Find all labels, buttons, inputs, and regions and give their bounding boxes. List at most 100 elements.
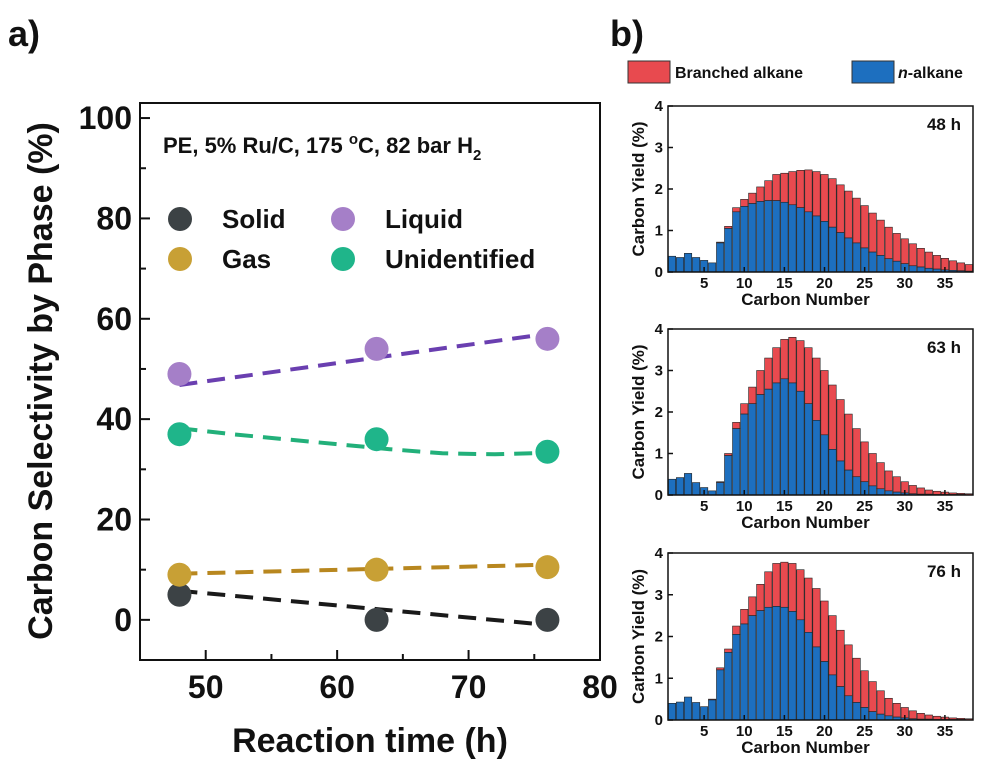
bar-n-alkane xyxy=(764,388,773,496)
bar-branched-alkane xyxy=(916,248,925,268)
bar-branched-alkane xyxy=(772,563,781,607)
bar-branched-alkane xyxy=(748,192,757,204)
legend-marker-gas xyxy=(168,247,192,271)
subplot-x-tick-label: 30 xyxy=(896,275,913,292)
legend-label-n-alkane: n-alkane xyxy=(898,65,963,82)
bar-branched-alkane xyxy=(812,357,821,421)
subplot-x-tick-label: 15 xyxy=(776,723,793,740)
bar-branched-alkane xyxy=(716,667,725,671)
bar-n-alkane xyxy=(820,221,829,273)
subplot-x-tick-label: 25 xyxy=(856,275,873,292)
bar-branched-alkane xyxy=(772,347,781,384)
bar-n-alkane xyxy=(740,413,749,496)
panel-a-x-tick-label: 80 xyxy=(582,669,618,705)
bar-n-alkane xyxy=(796,207,805,273)
panel-a-legend: Solid Liquid Gas Unidentified xyxy=(168,204,535,274)
bar-n-alkane xyxy=(668,702,677,721)
bar-branched-alkane xyxy=(796,170,805,208)
bar-n-alkane xyxy=(828,226,837,273)
point-gas xyxy=(535,555,560,580)
bar-n-alkane xyxy=(804,403,813,496)
legend-label-liquid: Liquid xyxy=(385,204,463,234)
subplot-y-tick-label: 2 xyxy=(655,181,663,198)
bar-n-alkane xyxy=(852,242,861,273)
subplot-y-axis-title: Carbon Yield (%) xyxy=(629,344,648,479)
bar-n-alkane xyxy=(740,206,749,273)
panel-a-x-tick-label: 70 xyxy=(451,669,487,705)
bar-n-alkane xyxy=(740,623,749,721)
panel-a-y-tick-label: 80 xyxy=(96,200,132,236)
bar-branched-alkane xyxy=(732,422,741,429)
bar-branched-alkane xyxy=(788,563,797,612)
bar-n-alkane xyxy=(732,634,741,721)
subplot-y-tick-label: 0 xyxy=(655,712,663,729)
condition-prefix: PE, 5% Ru/C, 175 xyxy=(163,133,349,158)
subplot-x-tick-label: 35 xyxy=(937,498,954,515)
bar-branched-alkane xyxy=(932,715,941,720)
bar-n-alkane xyxy=(804,632,813,721)
subplot-y-tick-label: 2 xyxy=(655,629,663,646)
legend-label-unidentified: Unidentified xyxy=(385,244,535,274)
legend-marker-liquid xyxy=(331,207,355,231)
legend-swatch-n-alkane xyxy=(851,60,895,84)
subplot-x-axis-title: Carbon Number xyxy=(741,290,870,309)
bar-branched-alkane xyxy=(780,172,789,203)
bar-n-alkane xyxy=(852,702,861,721)
bar-branched-alkane xyxy=(836,399,845,462)
bar-branched-alkane xyxy=(852,428,861,478)
bar-n-alkane xyxy=(780,201,789,273)
subplot-x-tick-label: 5 xyxy=(700,723,708,740)
bar-n-alkane xyxy=(772,606,781,721)
panel-a-x-tick-label: 60 xyxy=(319,669,355,705)
bar-branched-alkane xyxy=(852,657,861,703)
subplot-x-tick-label: 30 xyxy=(896,498,913,515)
point-liquid xyxy=(364,336,389,361)
panel-a-axis-ticks: 50 60 70 80 0 20 40 60 80 100 xyxy=(79,100,618,705)
point-solid xyxy=(167,582,192,607)
panel-a-y-tick-label: 40 xyxy=(96,401,132,437)
bar-branched-alkane xyxy=(900,238,909,265)
bar-branched-alkane xyxy=(884,470,893,492)
subplot-y-tick-label: 3 xyxy=(655,140,663,157)
bar-n-alkane xyxy=(684,253,693,273)
subplot-y-tick-label: 3 xyxy=(655,363,663,380)
bar-n-alkane xyxy=(812,419,821,496)
bar-branched-alkane xyxy=(868,212,877,253)
bar-n-alkane xyxy=(756,610,765,721)
bar-n-alkane xyxy=(668,255,677,273)
point-gas xyxy=(364,557,389,582)
subplot-y-axis-title: Carbon Yield (%) xyxy=(629,569,648,704)
bar-branched-alkane xyxy=(956,262,965,272)
bar-branched-alkane xyxy=(756,370,765,395)
panel-a-x-axis-title: Reaction time (h) xyxy=(232,722,508,760)
subplot-time-label: 48 h xyxy=(927,115,961,134)
bar-branched-alkane xyxy=(772,174,781,201)
bar-n-alkane xyxy=(820,661,829,721)
bar-branched-alkane xyxy=(804,577,813,633)
bar-branched-alkane xyxy=(748,596,757,616)
bar-branched-alkane xyxy=(932,255,941,270)
legend-marker-solid xyxy=(168,207,192,231)
bar-n-alkane xyxy=(748,203,757,273)
trend-line-gas xyxy=(179,562,548,576)
bar-n-alkane xyxy=(724,228,733,273)
point-unidentified xyxy=(364,427,389,452)
bar-n-alkane xyxy=(732,211,741,273)
subplot-x-tick-label: 15 xyxy=(776,498,793,515)
subplot-76-h: 0 1 2 3 4 5 10 15 20 25 30 35 Carbon Yield (%) Carbon… xyxy=(629,545,974,757)
bar-branched-alkane xyxy=(836,184,845,233)
bar-branched-alkane xyxy=(876,219,885,256)
bar-n-alkane xyxy=(756,394,765,496)
bar-n-alkane xyxy=(692,482,701,496)
subplot-y-tick-label: 4 xyxy=(655,98,664,115)
legend-marker-unidentified xyxy=(331,247,355,271)
bar-branched-alkane xyxy=(868,453,877,487)
bar-branched-alkane xyxy=(844,190,853,239)
panel-a-plot-frame xyxy=(139,102,601,661)
point-solid xyxy=(535,607,560,632)
bar-branched-alkane xyxy=(844,644,853,697)
bar-branched-alkane xyxy=(740,199,749,207)
subplot-y-tick-label: 0 xyxy=(655,264,663,281)
